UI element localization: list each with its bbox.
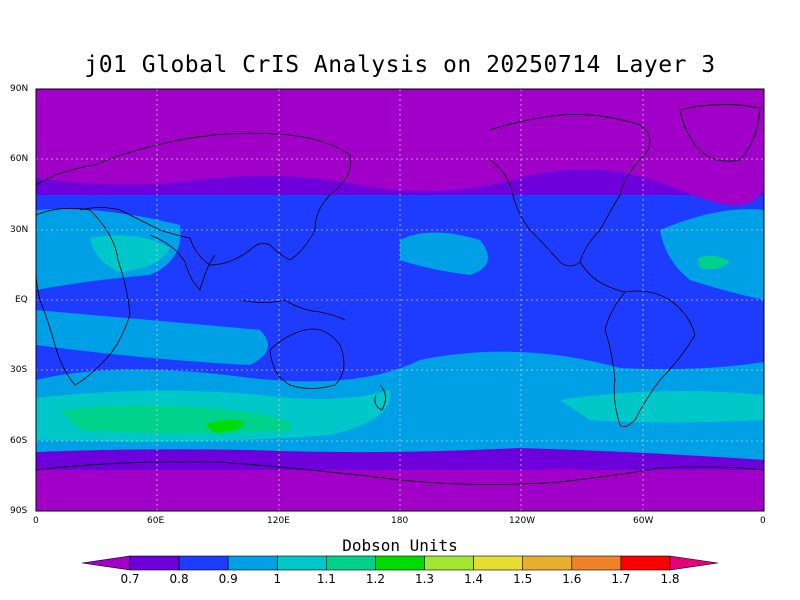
- map-title: j01 Global CrIS Analysis on 20250714 Lay…: [84, 52, 716, 78]
- colorbar-tick-label: 1.2: [365, 572, 385, 586]
- colorbar-high-arrow: [669, 555, 719, 571]
- region-west-pacific: [90, 235, 170, 272]
- lon-label-60w: 60W: [633, 516, 654, 526]
- colorbar-title: Dobson Units: [342, 536, 458, 555]
- gridlines: [36, 89, 764, 511]
- colorbar-swatch: [129, 555, 180, 571]
- colorbar-tick-label: 1.4: [464, 572, 484, 586]
- colorbar-swatch: [424, 555, 474, 571]
- colorbar-swatch: [178, 555, 229, 571]
- region-atlantic: [660, 209, 764, 300]
- region-caribbean: [698, 255, 730, 270]
- colorbar-tick-label: 1.5: [513, 572, 533, 586]
- lon-label-0: 0: [33, 516, 39, 526]
- band-edge-north: [36, 150, 764, 206]
- coast-antarctica: [36, 461, 764, 485]
- colorbar-low-arrow: [81, 555, 131, 571]
- colorbar-tick-label: 1.6: [562, 572, 582, 586]
- colorbar-swatch: [522, 555, 573, 571]
- lat-label-30n: 30N: [10, 225, 29, 235]
- coast-india: [149, 234, 216, 291]
- coast-eurasia: [36, 132, 352, 266]
- colorbar-tick-label: 1.8: [660, 572, 680, 586]
- lat-label-30s: 30S: [10, 365, 28, 375]
- coast-north-america: [489, 114, 651, 267]
- lon-label-120e: 120E: [267, 516, 290, 526]
- coast-new-zealand: [374, 384, 386, 411]
- colorbar-tick-label: 0.8: [169, 572, 189, 586]
- coastlines: [36, 104, 764, 485]
- region-cyan-east: [560, 391, 764, 423]
- lat-label-60s: 60S: [10, 436, 28, 446]
- map-frame: [35, 88, 765, 512]
- colorbar-tick-label: 1.1: [316, 572, 336, 586]
- lon-label-0-end: 0: [760, 516, 766, 526]
- colorbar-swatch: [375, 555, 425, 571]
- colorbar: [81, 555, 719, 571]
- lat-label-eq: EQ: [15, 295, 28, 305]
- coast-south-america: [604, 290, 696, 428]
- coast-australia: [269, 328, 345, 389]
- colorbar-tick-label: 1: [273, 572, 282, 586]
- lat-label-90s: 90S: [10, 506, 28, 516]
- coast-africa: [36, 207, 131, 386]
- colorbar-tick-label: 0.7: [120, 572, 140, 586]
- colorbar-tick-label: 1.3: [414, 572, 435, 586]
- lat-label-60n: 60N: [10, 154, 29, 164]
- colorbar-swatch: [620, 555, 671, 571]
- region-northern-pacific: [400, 232, 488, 275]
- lon-label-180: 180: [391, 516, 409, 526]
- lon-label-120w: 120W: [509, 516, 536, 526]
- region-green-core: [205, 420, 245, 433]
- coast-indonesia: [239, 299, 346, 321]
- colorbar-swatch: [571, 555, 622, 571]
- lon-label-60e: 60E: [147, 516, 165, 526]
- colorbar-swatch: [326, 555, 376, 571]
- colorbar-swatch: [276, 555, 327, 571]
- coast-greenland: [679, 104, 761, 162]
- coast-central-america: [579, 261, 626, 293]
- region-indian: [36, 310, 268, 365]
- colorbar-tick-label: 0.9: [218, 572, 238, 586]
- colorbar-tick-label: 1.7: [611, 572, 631, 586]
- colorbar-swatch: [227, 555, 278, 571]
- lat-label-90n: 90N: [10, 84, 29, 94]
- colorbar-swatch: [473, 555, 524, 571]
